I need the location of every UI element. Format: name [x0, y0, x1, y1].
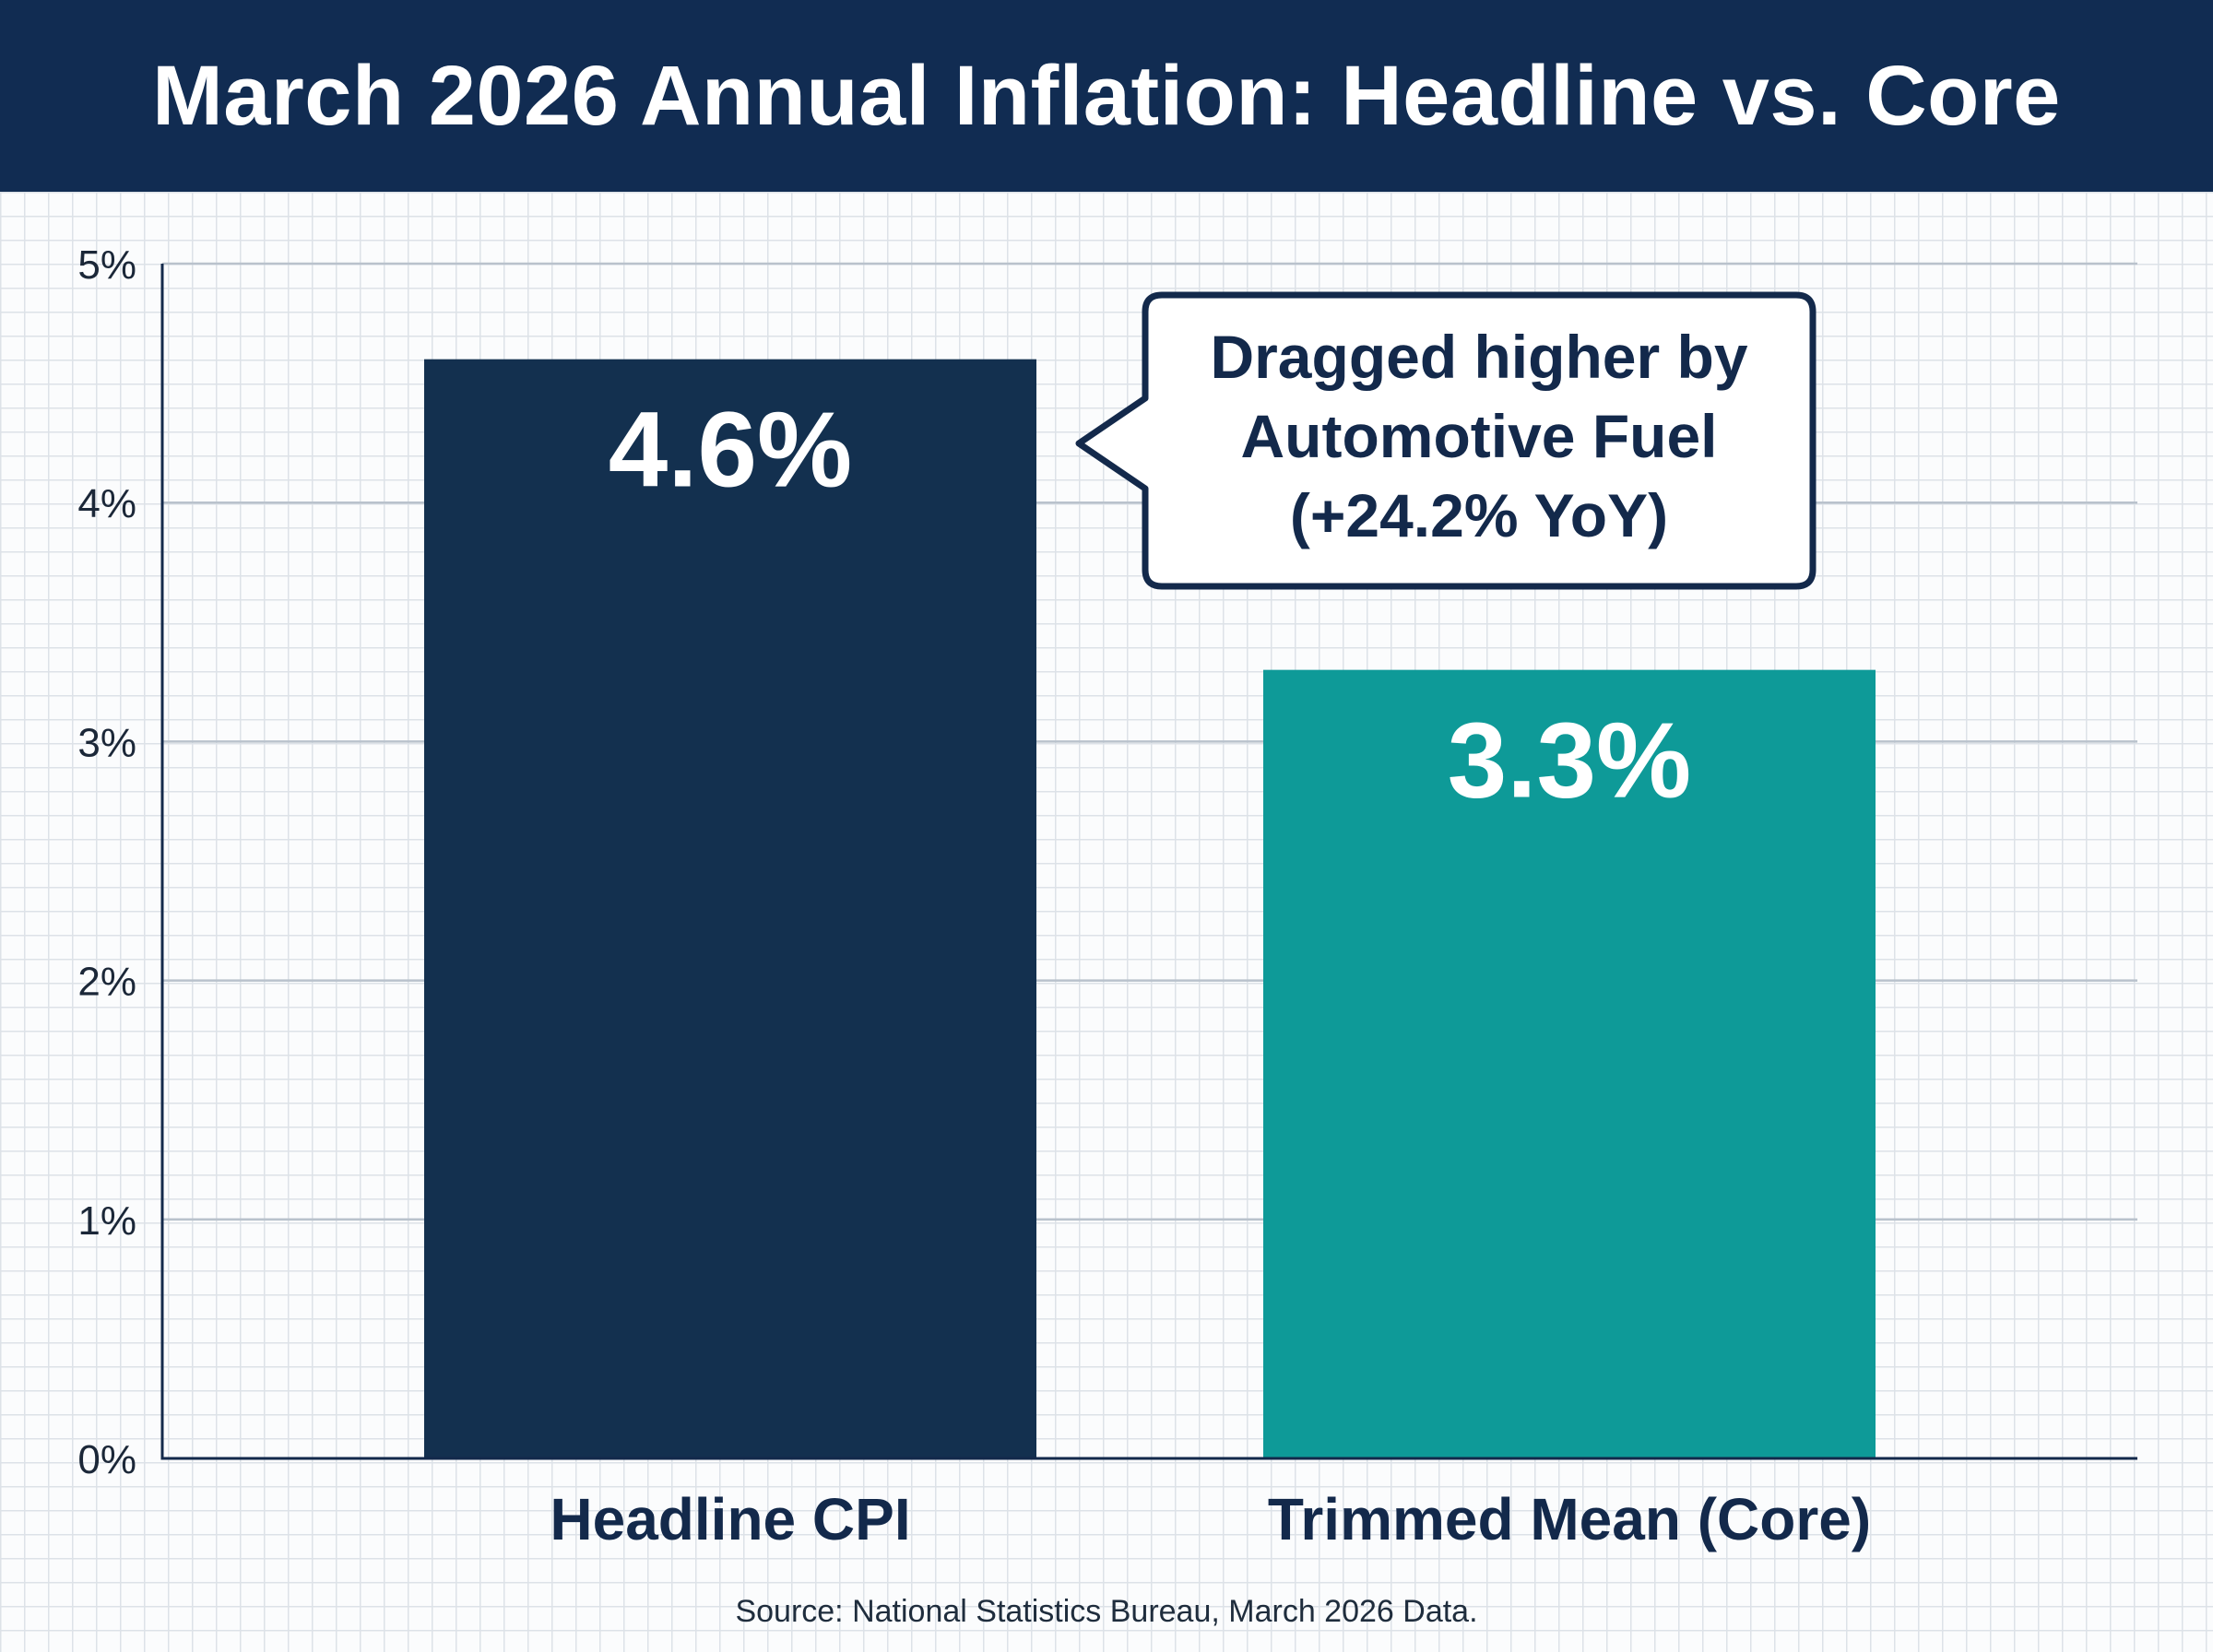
- y-tick-label: 3%: [77, 720, 136, 765]
- x-category-label: Headline CPI: [550, 1486, 910, 1552]
- bar-value-label: 4.6%: [609, 390, 852, 510]
- x-category-label: Trimmed Mean (Core): [1268, 1486, 1871, 1552]
- title-bar: March 2026 Annual Inflation: Headline vs…: [0, 0, 2213, 192]
- source-note: Source: National Statistics Bureau, Marc…: [735, 1594, 1478, 1629]
- y-tick-label: 0%: [77, 1437, 136, 1482]
- y-tick-label: 2%: [77, 960, 136, 1005]
- annotation-text-line: (+24.2% YoY): [1290, 481, 1668, 549]
- bar: [1263, 669, 1876, 1458]
- y-tick-label: 4%: [77, 481, 136, 526]
- y-tick-label: 1%: [77, 1198, 136, 1244]
- y-tick-label: 5%: [77, 242, 136, 288]
- chart-title: March 2026 Annual Inflation: Headline vs…: [152, 48, 2061, 143]
- annotation-text-line: Automotive Fuel: [1240, 402, 1717, 470]
- annotation-callout: [1075, 291, 1817, 590]
- bar: [424, 359, 1036, 1459]
- bar-value-label: 3.3%: [1448, 701, 1691, 820]
- annotation-text-line: Dragged higher by: [1210, 323, 1747, 391]
